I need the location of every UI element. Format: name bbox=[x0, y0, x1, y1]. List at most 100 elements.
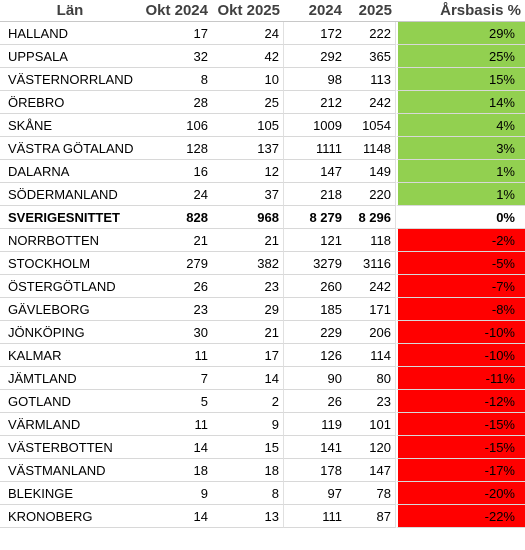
header-okt-2025: Okt 2025 bbox=[212, 0, 284, 22]
year-2025-cell: 220 bbox=[346, 183, 396, 206]
year-2024-cell: 98 bbox=[284, 68, 346, 91]
table-row: GÄVLEBORG 23 29 185 171 -8% bbox=[0, 298, 525, 321]
year-2025-cell: 149 bbox=[346, 160, 396, 183]
arsbasis-cell: 1% bbox=[396, 160, 525, 183]
table-header: Län Okt 2024 Okt 2025 2024 2025 Årsbasis… bbox=[0, 0, 525, 22]
okt-2025-cell: 18 bbox=[212, 459, 284, 482]
year-2024-cell: 126 bbox=[284, 344, 346, 367]
year-2024-cell: 121 bbox=[284, 229, 346, 252]
year-2025-cell: 365 bbox=[346, 45, 396, 68]
okt-2025-cell: 968 bbox=[212, 206, 284, 229]
county-name-cell: ÖREBRO bbox=[0, 91, 140, 114]
okt-2025-cell: 12 bbox=[212, 160, 284, 183]
table-row: UPPSALA 32 42 292 365 25% bbox=[0, 45, 525, 68]
county-name-cell: GÄVLEBORG bbox=[0, 298, 140, 321]
okt-2024-cell: 24 bbox=[140, 183, 212, 206]
table-row: SVERIGESNITTET 828 968 8 279 8 296 0% bbox=[0, 206, 525, 229]
okt-2024-cell: 18 bbox=[140, 459, 212, 482]
okt-2024-cell: 11 bbox=[140, 344, 212, 367]
year-2025-cell: 147 bbox=[346, 459, 396, 482]
okt-2025-cell: 25 bbox=[212, 91, 284, 114]
table-row: DALARNA 16 12 147 149 1% bbox=[0, 160, 525, 183]
okt-2025-cell: 29 bbox=[212, 298, 284, 321]
county-name-cell: GOTLAND bbox=[0, 390, 140, 413]
table-body: HALLAND 17 24 172 222 29% UPPSALA 32 42 292 365 25%… bbox=[0, 22, 525, 528]
county-name-cell: ÖSTERGÖTLAND bbox=[0, 275, 140, 298]
okt-2024-cell: 32 bbox=[140, 45, 212, 68]
okt-2025-cell: 9 bbox=[212, 413, 284, 436]
okt-2025-cell: 2 bbox=[212, 390, 284, 413]
year-2025-cell: 171 bbox=[346, 298, 396, 321]
year-2024-cell: 212 bbox=[284, 91, 346, 114]
okt-2025-cell: 42 bbox=[212, 45, 284, 68]
header-year-2024: 2024 bbox=[284, 0, 346, 22]
arsbasis-cell: -2% bbox=[396, 229, 525, 252]
year-2025-cell: 23 bbox=[346, 390, 396, 413]
table-row: NORRBOTTEN 21 21 121 118 -2% bbox=[0, 229, 525, 252]
okt-2025-cell: 137 bbox=[212, 137, 284, 160]
okt-2025-cell: 105 bbox=[212, 114, 284, 137]
okt-2024-cell: 106 bbox=[140, 114, 212, 137]
year-2024-cell: 1009 bbox=[284, 114, 346, 137]
okt-2025-cell: 24 bbox=[212, 22, 284, 45]
okt-2024-cell: 5 bbox=[140, 390, 212, 413]
year-2025-cell: 1054 bbox=[346, 114, 396, 137]
county-name-cell: VÄSTERNORRLAND bbox=[0, 68, 140, 91]
year-2024-cell: 1111 bbox=[284, 137, 346, 160]
table-row: HALLAND 17 24 172 222 29% bbox=[0, 22, 525, 45]
okt-2024-cell: 30 bbox=[140, 321, 212, 344]
arsbasis-cell: 3% bbox=[396, 137, 525, 160]
okt-2024-cell: 828 bbox=[140, 206, 212, 229]
table-row: SÖDERMANLAND 24 37 218 220 1% bbox=[0, 183, 525, 206]
okt-2024-cell: 128 bbox=[140, 137, 212, 160]
okt-2025-cell: 10 bbox=[212, 68, 284, 91]
arsbasis-cell: -22% bbox=[396, 505, 525, 528]
year-2025-cell: 8 296 bbox=[346, 206, 396, 229]
okt-2024-cell: 16 bbox=[140, 160, 212, 183]
okt-2024-cell: 28 bbox=[140, 91, 212, 114]
year-2024-cell: 229 bbox=[284, 321, 346, 344]
arsbasis-cell: -5% bbox=[396, 252, 525, 275]
okt-2025-cell: 8 bbox=[212, 482, 284, 505]
year-2024-cell: 3279 bbox=[284, 252, 346, 275]
okt-2024-cell: 279 bbox=[140, 252, 212, 275]
arsbasis-cell: 0% bbox=[396, 206, 525, 229]
year-2025-cell: 206 bbox=[346, 321, 396, 344]
year-2024-cell: 260 bbox=[284, 275, 346, 298]
arsbasis-cell: 25% bbox=[396, 45, 525, 68]
table-row: STOCKHOLM 279 382 3279 3116 -5% bbox=[0, 252, 525, 275]
okt-2025-cell: 17 bbox=[212, 344, 284, 367]
arsbasis-cell: 29% bbox=[396, 22, 525, 45]
okt-2025-cell: 21 bbox=[212, 321, 284, 344]
year-2024-cell: 147 bbox=[284, 160, 346, 183]
year-2025-cell: 87 bbox=[346, 505, 396, 528]
okt-2024-cell: 9 bbox=[140, 482, 212, 505]
county-name-cell: UPPSALA bbox=[0, 45, 140, 68]
year-2025-cell: 114 bbox=[346, 344, 396, 367]
county-name-cell: JÖNKÖPING bbox=[0, 321, 140, 344]
year-2025-cell: 113 bbox=[346, 68, 396, 91]
year-2024-cell: 111 bbox=[284, 505, 346, 528]
header-row: Län Okt 2024 Okt 2025 2024 2025 Årsbasis… bbox=[0, 0, 525, 22]
arsbasis-cell: -20% bbox=[396, 482, 525, 505]
okt-2024-cell: 21 bbox=[140, 229, 212, 252]
arsbasis-cell: 14% bbox=[396, 91, 525, 114]
year-2025-cell: 80 bbox=[346, 367, 396, 390]
county-name-cell: VÄSTMANLAND bbox=[0, 459, 140, 482]
year-2024-cell: 90 bbox=[284, 367, 346, 390]
arsbasis-cell: 4% bbox=[396, 114, 525, 137]
county-name-cell: VÄRMLAND bbox=[0, 413, 140, 436]
year-2024-cell: 26 bbox=[284, 390, 346, 413]
table-row: VÄSTMANLAND 18 18 178 147 -17% bbox=[0, 459, 525, 482]
table-row: BLEKINGE 9 8 97 78 -20% bbox=[0, 482, 525, 505]
county-name-cell: KRONOBERG bbox=[0, 505, 140, 528]
arsbasis-cell: -17% bbox=[396, 459, 525, 482]
year-2025-cell: 78 bbox=[346, 482, 396, 505]
header-year-2025: 2025 bbox=[346, 0, 396, 22]
county-name-cell: VÄSTRA GÖTALAND bbox=[0, 137, 140, 160]
year-2025-cell: 1148 bbox=[346, 137, 396, 160]
year-2024-cell: 185 bbox=[284, 298, 346, 321]
table-row: ÖREBRO 28 25 212 242 14% bbox=[0, 91, 525, 114]
year-2024-cell: 97 bbox=[284, 482, 346, 505]
county-name-cell: KALMAR bbox=[0, 344, 140, 367]
